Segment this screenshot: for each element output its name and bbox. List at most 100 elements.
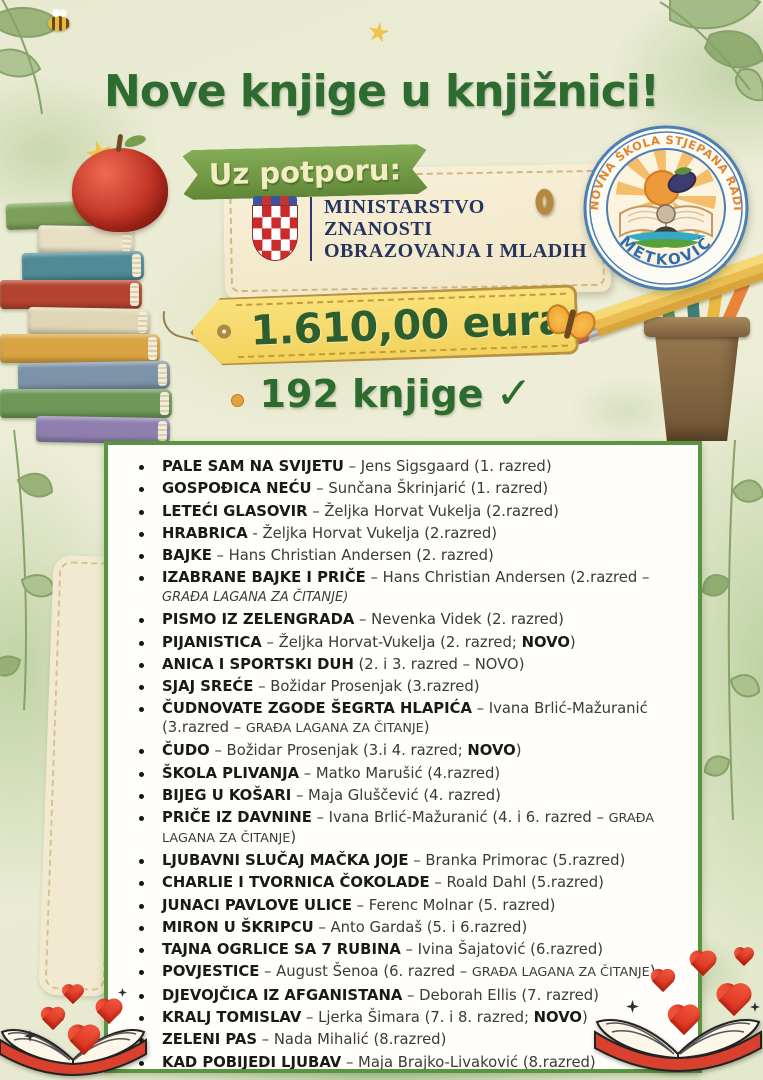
divider [310,197,312,261]
book-item-segment: MIRON U ŠKRIPCU [162,918,314,936]
apple-illustration [72,148,168,232]
book-item-segment: ČUDO [162,742,210,760]
heart-icon [60,985,86,1009]
leaf-decoration [701,439,763,821]
book-item: PRIČE IZ DAVNINE – Ivana Brlić-Mažuranić… [139,809,686,848]
book-item-segment: – Maja Gluščević (4. razred) [291,786,501,804]
ministry-line3: OBRAZOVANJA I MLADIH [324,240,587,262]
book-item: BAJKE – Hans Christian Andersen (2. razr… [139,547,686,566]
book-item-segment: GOSPOĐICA NEĆU [162,480,312,498]
book-item-segment: KRALJ TOMISLAV [162,1009,302,1027]
book-item-segment: – Nevenka Videk (2. razred) [354,611,564,629]
book-item-segment: – Deborah Ellis (7. razred) [402,986,599,1004]
book-item-segment: – Hans Christian Andersen (2. razred) [211,547,494,565]
book-item-segment: TAJNA OGRLICE SA 7 RUBINA [162,941,401,959]
book-item-segment: KAD POBIJEDI LJUBAV [162,1053,342,1071]
book-count-row: 192 knjige ✓ [0,368,763,419]
support-ribbon: Uz potporu: [182,144,427,200]
book-item: POVJESTICE – August Šenoa (6. razred – G… [139,963,686,983]
book-item: JUNACI PAVLOVE ULICE – Ferenc Molnar (5.… [139,896,686,916]
star-icon [366,20,390,44]
pot-illustration [653,323,741,441]
book-item: TAJNA OGRLICE SA 7 RUBINA – Ivina Šajato… [139,941,686,960]
book-item: ČUDO – Božidar Prosenjak (3.i 4. razred;… [139,742,686,761]
book-item: ANICA I SPORTSKI DUH (2. i 3. razred – N… [139,656,686,675]
book-item-segment: – Anto Gardaš (5. i 6.razred) [313,918,528,936]
books-stack-illustration [0,196,185,446]
book-item-segment: – Jens Sigsgaard (1. razred) [343,458,552,475]
croatian-coat-of-arms-icon [252,196,298,262]
book-item-segment: ZELENI PAS [162,1031,258,1049]
book-item-segment: – Branka Primorac (5.razred) [408,851,626,869]
book-item-segment: – August Šenoa (6. razred – [259,963,472,981]
funding-amount: 1.610,00 eura [249,295,567,355]
portrait-icon [656,204,676,224]
heart-icon [664,1006,704,1042]
book-item: PIJANISTICA – Željka Horvat-Vukelja (2. … [139,633,686,653]
book-item-segment: NOVO [467,742,516,760]
book-list-panel: PALE SAM NA SVIJETU – Jens Sigsgaard (1.… [104,441,702,1073]
book-item-segment: – Hans Christian Andersen (2.razred – [365,569,650,587]
book-item-segment: PIJANISTICA [162,633,262,651]
book-item: DJEVOJČICA IZ AFGANISTANA – Deborah Elli… [139,986,686,1006]
book-item-segment: IZABRANE BAJKE I PRIČE [162,569,366,587]
book-item-segment: SJAJ SREĆE [162,678,254,696]
book-item: LJUBAVNI SLUČAJ MAČKA JOJE – Branka Prim… [139,851,686,871]
pot-rim [644,317,750,337]
book-item-segment: NOVO [521,633,570,651]
book-item: KAD POBIJEDI LJUBAV – Maja Brajko-Livako… [139,1053,686,1071]
ministry-name: MINISTARSTVO ZNANOSTI OBRAZOVANJA I MLAD… [324,196,587,262]
book-item-segment: LJUBAVNI SLUČAJ MAČKA JOJE [162,851,409,869]
book-item-segment: GRAĐA LAGANA ZA ČITANJE) [162,589,349,605]
book-item-segment: – Roald Dahl (5.razred) [429,874,604,892]
book-item-segment: – Ljerka Šimara (7. i 8. razred; [301,1009,534,1027]
book-item-segment: ) [290,828,297,846]
bee-icon [48,9,70,31]
book-item: KRALJ TOMISLAV – Ljerka Šimara (7. i 8. … [139,1009,686,1028]
sparkle-icon [750,1002,760,1012]
book-item: ČUDNOVATE ZGODE ŠEGRTA HLAPIĆA – Ivana B… [139,700,686,738]
book-item-segment: ) [569,633,576,651]
book-item-segment: GRAĐA LAGANA ZA ČITANJE [245,720,424,736]
book-item-segment: – Sunčana Škrinjarić (1. razred) [311,480,549,498]
ministry-line2: ZNANOSTI [324,218,433,240]
book-item-segment: - Željka Horvat Vukelja (2.razred) [247,524,498,542]
book-item-segment: LETEĆI GLASOVIR [162,502,308,520]
heart-icon [64,1026,104,1062]
book-item-segment: NOVO [533,1009,582,1027]
book-item-segment: PALE SAM NA SVIJETU [162,458,344,475]
book-item: GOSPOĐICA NEĆU – Sunčana Škrinjarić (1. … [139,480,686,499]
heart-icon [712,985,756,1024]
book-count: 192 knjige [259,371,484,416]
wave-icon [626,231,706,243]
book-item: SJAJ SREĆE – Božidar Prosenjak (3.razred… [139,678,686,697]
book-item-segment: ) [582,1009,588,1027]
support-label: Uz potporu: [208,152,402,192]
book-item-segment: DJEVOJČICA IZ AFGANISTANA [162,986,403,1004]
book-item-segment: ) [515,742,522,760]
book-item-segment: – Nada Mihalić (8.razred) [257,1031,447,1049]
leaf-decoration [0,0,64,115]
book-item-segment: – Božidar Prosenjak (3.razred) [253,678,480,696]
book-item-segment: GRAĐA LAGANA ZA ČITANJE [471,965,650,981]
ministry-line1: MINISTARSTVO [324,196,485,218]
checkmark-icon: ✓ [495,368,533,419]
book-item-segment: – Matko Marušić (4.razred) [299,764,501,782]
book-item-segment: ČUDNOVATE ZGODE ŠEGRTA HLAPIĆA [162,700,472,718]
sun-rays-icon [616,149,716,246]
book-item-segment: – Božidar Prosenjak (3.i 4. razred; [209,742,468,760]
heart-icon [686,952,720,982]
leaf-decoration [0,429,56,711]
book-item-segment: – Ferenc Molnar (5. razred) [351,896,556,914]
book-item: LETEĆI GLASOVIR – Željka Horvat Vukelja … [139,502,686,522]
book-item-segment: HRABRICA [162,524,248,542]
book-item-segment: POVJESTICE [162,963,260,981]
book-item: HRABRICA - Željka Horvat Vukelja (2.razr… [139,524,686,544]
book-item-segment: – Željka Horvat-Vukelja (2. razred; [261,633,522,651]
heart-icon [648,970,678,997]
book-item-segment: BIJEG U KOŠARI [162,786,292,804]
book-item-segment: PISMO IZ ZELENGRADA [162,611,355,629]
book-item-segment: – Ivina Šajatović (6.razred) [400,941,604,959]
sparkle-icon [118,988,127,997]
